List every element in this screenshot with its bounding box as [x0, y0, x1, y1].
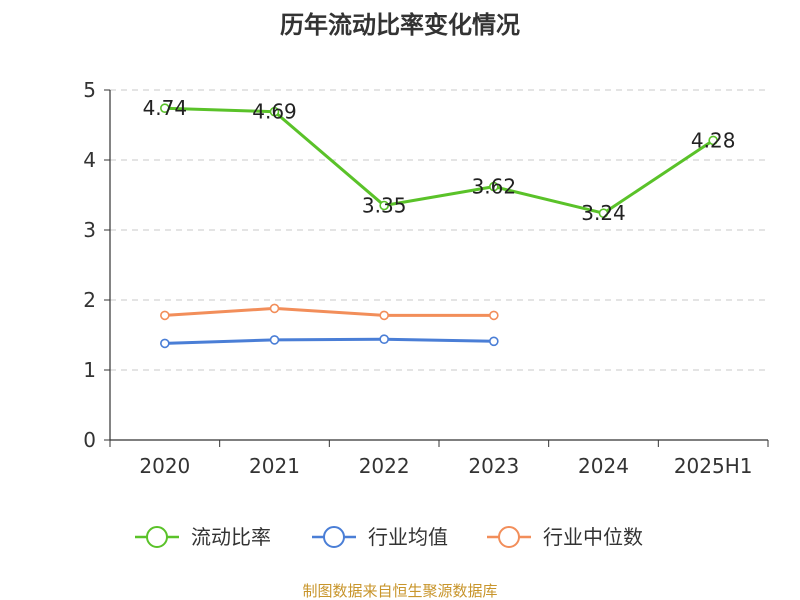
data-point — [489, 181, 499, 192]
data-point — [489, 336, 499, 347]
legend-marker — [146, 526, 168, 548]
data-point — [160, 310, 170, 321]
data-label: 4.69 — [252, 100, 297, 124]
legend-item-0[interactable]: 流动比率 — [135, 525, 271, 549]
data-point — [708, 135, 718, 146]
x-tick-label: 2020 — [139, 454, 190, 478]
x-tick-label: 2022 — [359, 454, 410, 478]
gridlines — [110, 89, 768, 371]
series-line-0 — [164, 106, 714, 215]
legend-item-1[interactable]: 行业均值 — [312, 525, 448, 549]
legend-label: 行业均值 — [368, 525, 448, 549]
data-point — [379, 200, 389, 211]
data-point — [379, 310, 389, 321]
y-tick-label: 2 — [83, 288, 96, 312]
legend-marker — [323, 526, 345, 548]
data-label: 4.74 — [143, 96, 188, 120]
data-label: 3.62 — [472, 175, 517, 199]
data-labels: 4.74 4.69 3.35 3.62 3.24 4.28 — [143, 96, 736, 225]
data-point — [160, 338, 170, 349]
legend-item-2[interactable]: 行业中位数 — [487, 525, 643, 549]
legend[interactable]: 流动比率 行业均值 行业中位数 — [135, 525, 643, 549]
y-tick-label: 1 — [83, 358, 96, 382]
data-label: 4.28 — [691, 128, 736, 152]
y-tick-label: 3 — [83, 218, 96, 242]
x-tick-label: 2021 — [249, 454, 300, 478]
x-tick-label: 2025H1 — [674, 454, 753, 478]
data-point — [379, 334, 389, 345]
data-point — [269, 106, 280, 117]
data-point — [269, 335, 280, 345]
y-tick-label: 5 — [83, 78, 96, 102]
data-point — [269, 303, 280, 314]
chart-title: 历年流动比率变化情况 — [280, 11, 520, 39]
series-line-2 — [164, 306, 494, 317]
data-point — [160, 103, 170, 113]
data-point — [598, 208, 609, 218]
legend-label: 流动比率 — [191, 525, 271, 549]
x-tick-label: 2024 — [578, 454, 629, 478]
y-tick-label: 0 — [83, 428, 96, 452]
data-point — [489, 310, 499, 321]
legend-marker — [498, 526, 520, 548]
data-label: 3.35 — [362, 194, 407, 218]
series-line-1 — [164, 337, 494, 345]
axes: 0 1 2 3 4 5 2020 2021 2022 2023 2024 2025H1 — [83, 78, 769, 478]
y-tick-label: 4 — [83, 148, 96, 172]
data-label: 3.24 — [581, 201, 626, 225]
legend-label: 行业中位数 — [543, 525, 643, 549]
source-note: 制图数据来自恒生聚源数据库 — [302, 582, 497, 600]
series-lines — [160, 103, 718, 349]
x-tick-label: 2023 — [468, 454, 519, 478]
